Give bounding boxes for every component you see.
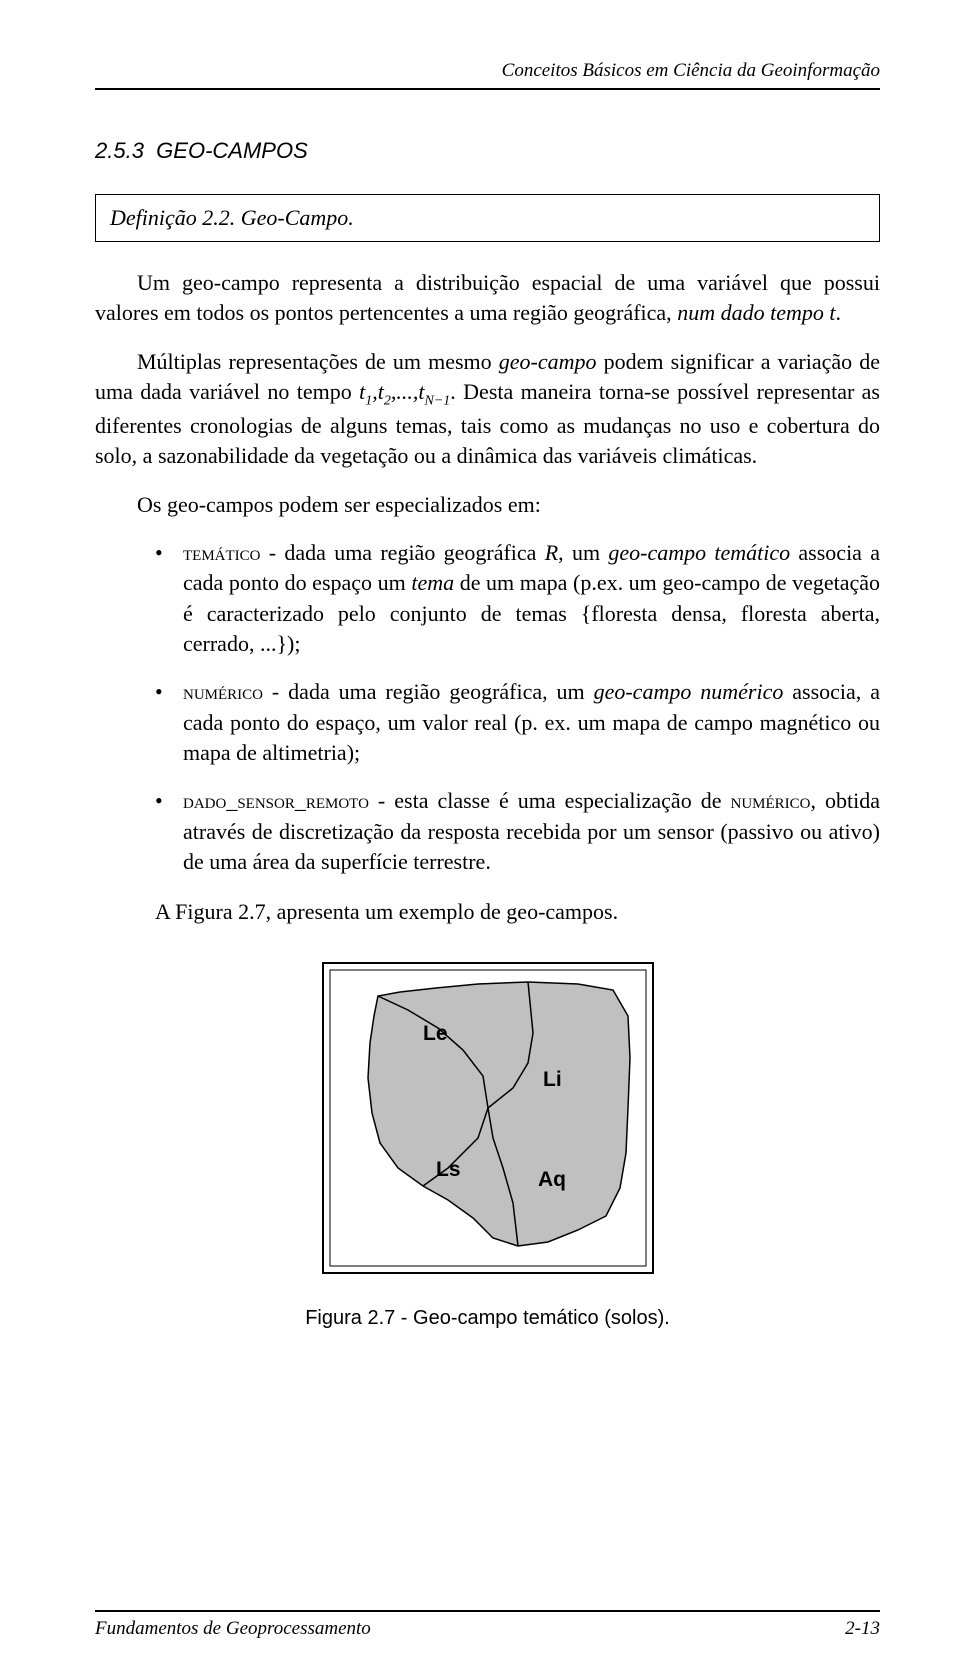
- text: Múltiplas representações de um mesmo: [137, 349, 499, 374]
- footer-left: Fundamentos de Geoprocessamento: [95, 1618, 371, 1640]
- section-heading: 2.5.3 GEO-CAMPOS: [95, 138, 880, 164]
- figure-border: Le Li Ls Aq: [322, 962, 654, 1274]
- text: - dada uma região geográfica, um: [263, 679, 594, 704]
- running-header: Conceitos Básicos em Ciência da Geoinfor…: [95, 60, 880, 82]
- var-r: R: [545, 540, 558, 565]
- italic-text: tema: [411, 570, 454, 595]
- section-title-text: GEO-CAMPOS: [156, 138, 308, 163]
- term-tematico: temático: [183, 540, 261, 565]
- figure-container: Le Li Ls Aq Figura 2.7 - Geo-campo temático…: [95, 962, 880, 1330]
- definition-box: Definição 2.2. Geo-Campo.: [95, 194, 880, 242]
- footer-right: 2-13: [845, 1618, 880, 1640]
- definition-label: Definição 2.2. Geo-Campo.: [110, 205, 354, 230]
- figure-caption: Figura 2.7 - Geo-campo temático (solos).: [95, 1307, 880, 1330]
- svg-text:Ls: Ls: [436, 1158, 461, 1181]
- map-diagram: Le Li Ls Aq: [328, 968, 648, 1268]
- italic-text: num dado tempo t: [677, 300, 835, 325]
- term-dado-sensor: dado_sensor_remoto: [183, 788, 369, 813]
- paragraph-4: A Figura 2.7, apresenta um exemplo de ge…: [155, 897, 880, 927]
- term-numerico-ref: numérico: [730, 788, 810, 813]
- page-footer: Fundamentos de Geoprocessamento 2-13: [95, 1610, 880, 1640]
- paragraph-1: Um geo-campo representa a distribuição e…: [95, 268, 880, 329]
- text: , um: [558, 540, 608, 565]
- list-item: temático - dada uma região geográfica R,…: [155, 538, 880, 659]
- text: .: [835, 300, 841, 325]
- bullet-list: temático - dada uma região geográfica R,…: [155, 538, 880, 878]
- italic-text: geo-campo temático: [608, 540, 790, 565]
- text: - dada uma região geográfica: [261, 540, 545, 565]
- italic-text: geo-campo numérico: [594, 679, 784, 704]
- paragraph-2: Múltiplas representações de um mesmo geo…: [95, 347, 880, 472]
- list-item: dado_sensor_remoto - esta classe é uma e…: [155, 786, 880, 877]
- svg-text:Le: Le: [423, 1022, 448, 1045]
- paragraph-3: Os geo-campos podem ser especializados e…: [95, 490, 880, 520]
- svg-text:Li: Li: [543, 1068, 562, 1091]
- section-number: 2.5.3: [95, 138, 144, 163]
- term-numerico: numérico: [183, 679, 263, 704]
- list-item: numérico - dada uma região geográfica, u…: [155, 677, 880, 768]
- italic-text: geo-campo: [499, 349, 597, 374]
- text: - esta classe é uma especialização de: [369, 788, 731, 813]
- svg-text:Aq: Aq: [538, 1168, 566, 1191]
- header-rule: [95, 88, 880, 90]
- footer-rule: [95, 1610, 880, 1612]
- time-seq: t1,t2,...,tN−1: [359, 379, 450, 404]
